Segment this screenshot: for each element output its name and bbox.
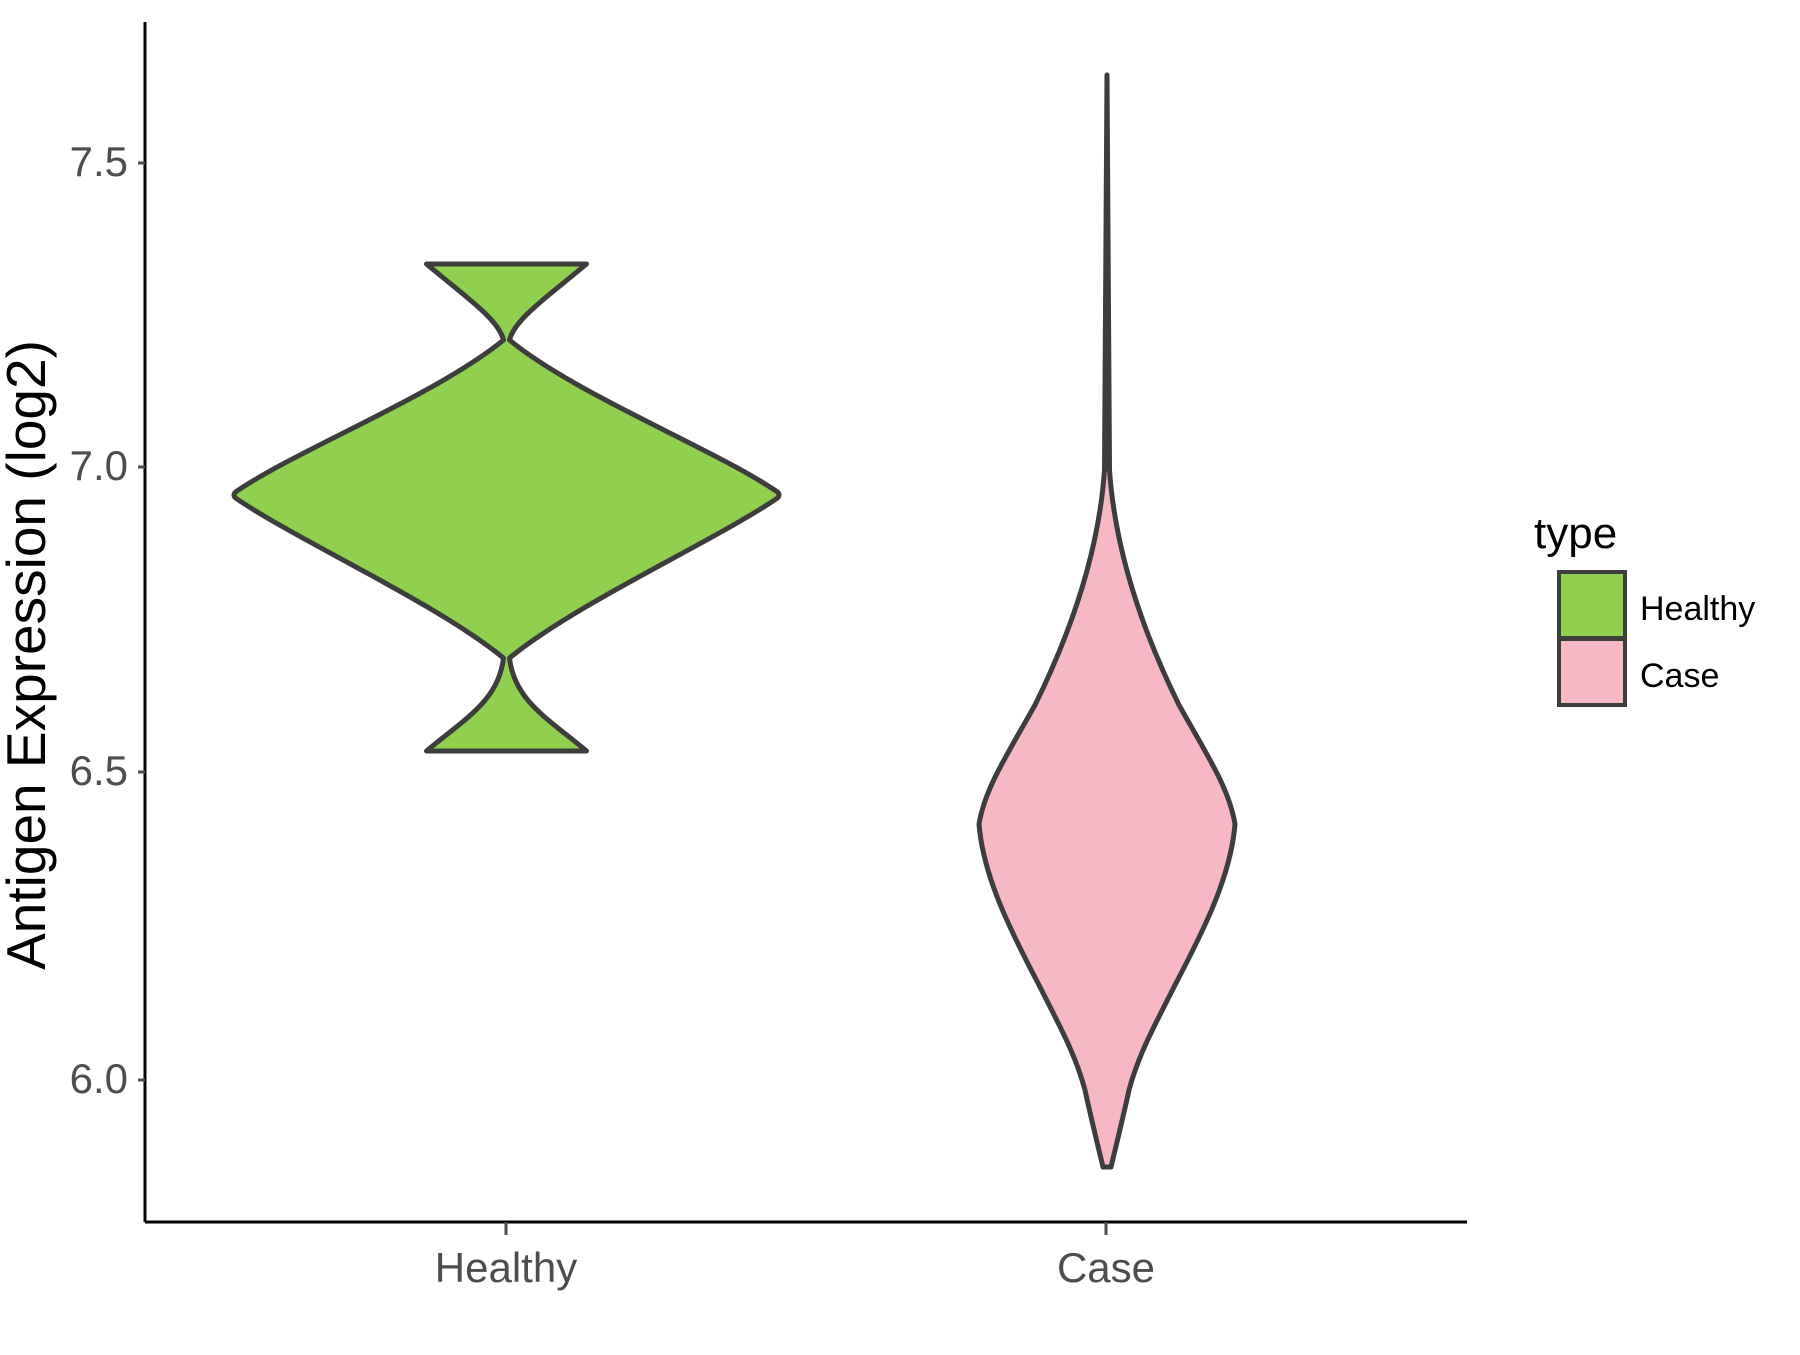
svg-text:7.5: 7.5: [70, 138, 128, 185]
svg-text:Case: Case: [1057, 1244, 1155, 1291]
svg-text:Antigen Expression (log2): Antigen Expression (log2): [0, 340, 57, 970]
svg-text:Healthy: Healthy: [1640, 590, 1755, 628]
svg-text:6.0: 6.0: [70, 1055, 128, 1102]
svg-text:6.5: 6.5: [70, 747, 128, 794]
svg-text:Case: Case: [1640, 657, 1719, 695]
svg-text:type: type: [1534, 509, 1617, 558]
svg-text:Healthy: Healthy: [435, 1244, 577, 1291]
svg-text:7.0: 7.0: [70, 442, 128, 489]
